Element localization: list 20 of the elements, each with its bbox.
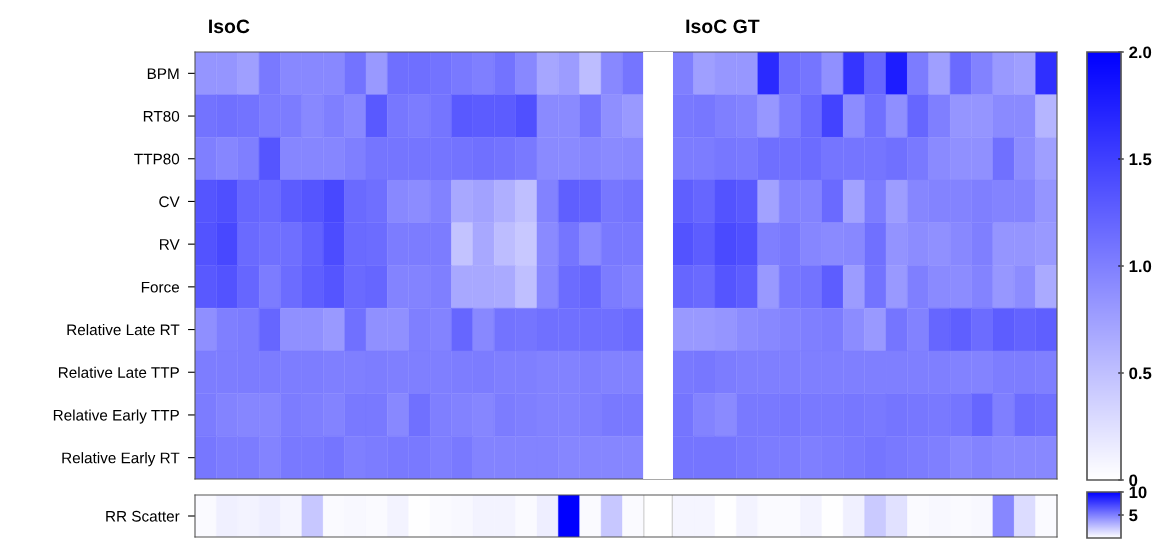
y-tick-label: Relative Late TTP xyxy=(58,366,179,378)
text: IsoC GT xyxy=(686,19,760,34)
y-tick-label: Relative Early RT xyxy=(62,452,180,467)
y-tick-label: RT80 xyxy=(143,110,180,122)
y-tick-label: CV xyxy=(159,196,180,208)
y-tick-label: RV xyxy=(160,239,180,250)
color-bar-label: 0 xyxy=(1129,474,1138,487)
color-bar-label: 0.5 xyxy=(1129,367,1152,380)
y-tick-label: RR Scatter xyxy=(106,510,180,522)
color-bar-label: 1.5 xyxy=(1129,153,1152,166)
color-bar-label: 5 xyxy=(1129,509,1138,522)
y-tick-label: TTP80 xyxy=(134,153,180,165)
y-tick-label: BPM xyxy=(147,68,179,79)
color-bar-label: 1.0 xyxy=(1129,260,1152,273)
y-tick-label: Relative Late RT xyxy=(67,324,180,336)
text: IsoC xyxy=(209,19,250,34)
y-tick-label: Relative Early TTP xyxy=(53,409,179,424)
y-tick-label: Force xyxy=(141,281,180,293)
color-bar-label: 10 xyxy=(1129,486,1147,499)
color-bar-label: 2.0 xyxy=(1129,46,1152,59)
